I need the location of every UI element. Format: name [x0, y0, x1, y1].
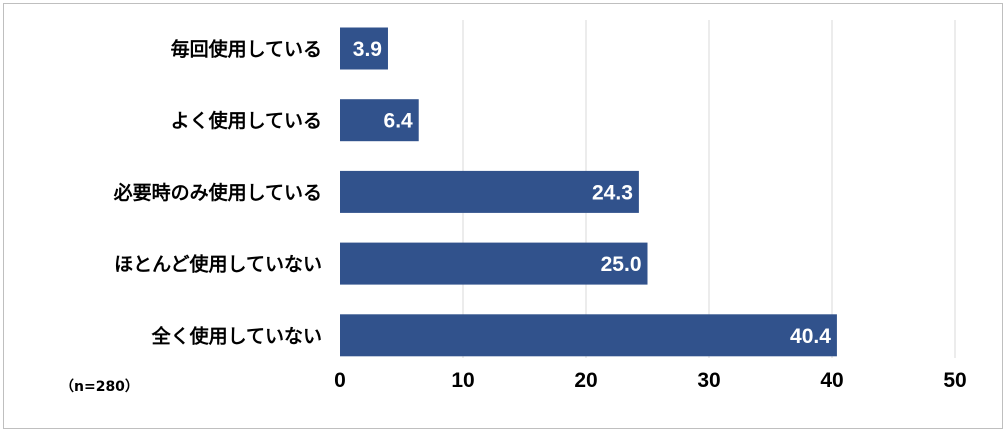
- x-tick-label: 30: [697, 369, 720, 392]
- category-label: 全く使用していない: [151, 324, 322, 347]
- category-label: 必要時のみ使用している: [113, 181, 322, 204]
- bar: [340, 27, 388, 70]
- x-tick-label: 40: [820, 369, 843, 392]
- data-label: 24.3: [592, 181, 633, 204]
- category-label: ほとんど使用していない: [114, 254, 322, 276]
- data-label: 40.4: [790, 325, 831, 348]
- data-label: 25.0: [601, 253, 642, 276]
- x-tick-label: 50: [943, 369, 966, 392]
- data-label: 6.4: [384, 110, 414, 133]
- x-tick-label: 10: [451, 369, 474, 392]
- sample-size-note: （n=280）: [60, 379, 139, 395]
- chart-frame: [3, 3, 1003, 429]
- category-label: よく使用している: [171, 110, 322, 132]
- bar: [340, 242, 648, 285]
- x-tick-label: 0: [334, 369, 346, 392]
- x-tick-label: 20: [574, 369, 597, 392]
- bar: [340, 314, 837, 357]
- data-label: 3.9: [353, 38, 382, 61]
- category-label: 毎回使用している: [171, 38, 322, 61]
- bar: [340, 170, 639, 213]
- bar: [340, 99, 419, 142]
